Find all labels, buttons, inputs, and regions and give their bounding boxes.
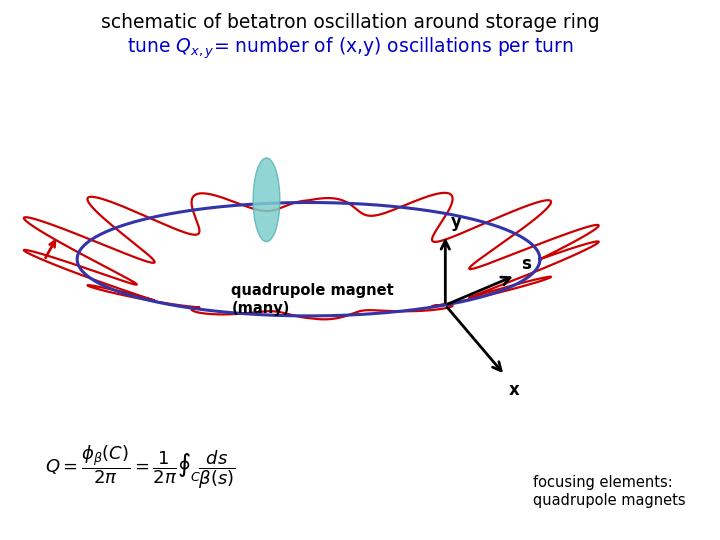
Text: schematic of betatron oscillation around storage ring: schematic of betatron oscillation around… xyxy=(102,14,600,32)
Text: $Q = \dfrac{\phi_{\beta}(C)}{2\pi} = \dfrac{1}{2\pi} \oint_C \dfrac{ds}{\beta(s): $Q = \dfrac{\phi_{\beta}(C)}{2\pi} = \df… xyxy=(45,443,235,491)
Ellipse shape xyxy=(253,158,280,242)
Text: quadrupole magnet
(many): quadrupole magnet (many) xyxy=(231,284,394,316)
Text: focusing elements:
quadrupole magnets: focusing elements: quadrupole magnets xyxy=(533,475,685,508)
Text: s: s xyxy=(521,255,531,273)
Text: tune $Q_{x,y}$= number of (x,y) oscillations per turn: tune $Q_{x,y}$= number of (x,y) oscillat… xyxy=(127,35,574,60)
Text: y: y xyxy=(451,213,462,231)
Text: x: x xyxy=(508,381,519,399)
